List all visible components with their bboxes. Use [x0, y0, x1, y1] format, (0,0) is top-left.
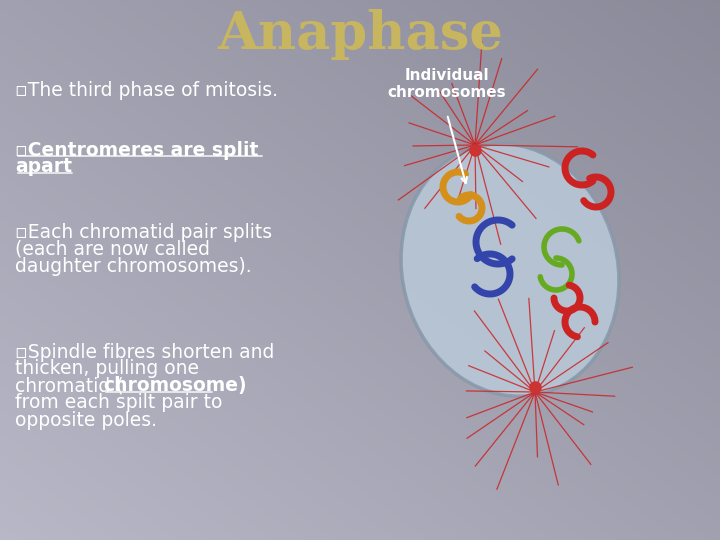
Text: from each spilt pair to: from each spilt pair to	[15, 394, 222, 413]
Text: apart: apart	[15, 158, 72, 177]
Ellipse shape	[401, 144, 619, 396]
Text: ▫The third phase of mitosis.: ▫The third phase of mitosis.	[15, 80, 278, 99]
Text: (each are now called: (each are now called	[15, 240, 210, 259]
Text: opposite poles.: opposite poles.	[15, 410, 157, 429]
Text: chromosome): chromosome)	[103, 376, 247, 395]
Text: Anaphase: Anaphase	[217, 10, 503, 60]
Text: ▫Spindle fibres shorten and: ▫Spindle fibres shorten and	[15, 342, 274, 361]
Text: chromatid (: chromatid (	[15, 376, 124, 395]
Text: Individual
chromosomes: Individual chromosomes	[387, 68, 506, 100]
Text: ▫Centromeres are split: ▫Centromeres are split	[15, 140, 258, 159]
Text: thicken, pulling one: thicken, pulling one	[15, 360, 199, 379]
Text: daughter chromosomes).: daughter chromosomes).	[15, 256, 251, 275]
Text: ▫Each chromatid pair splits: ▫Each chromatid pair splits	[15, 222, 272, 241]
